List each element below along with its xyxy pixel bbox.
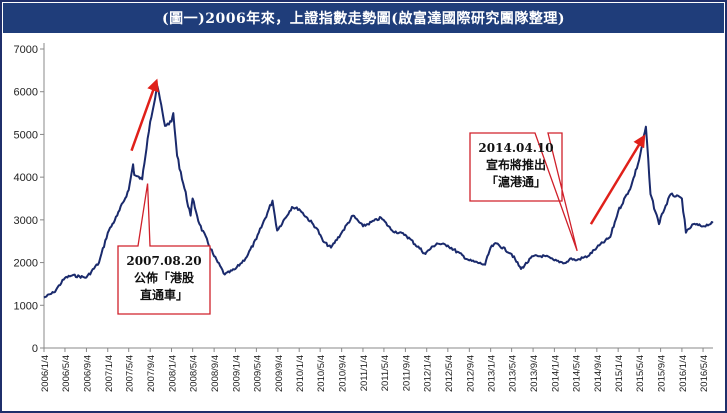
chart-title: (圖一)2006年來，上證指數走勢圖(啟富達國際研究團隊整理) bbox=[3, 3, 724, 33]
x-tick-label: 2006/5/4 bbox=[61, 355, 72, 392]
y-tick-label: 3000 bbox=[14, 215, 38, 227]
y-tick-label: 4000 bbox=[14, 172, 38, 184]
x-tick-label: 2007/9/4 bbox=[146, 355, 157, 392]
y-tick-label: 2000 bbox=[14, 258, 38, 270]
callout-2007-line: 直通車」 bbox=[140, 287, 188, 302]
callout-2014: 2014.04.10 宣布將推出「滬港通」 bbox=[469, 132, 578, 252]
y-tick-label: 7000 bbox=[14, 44, 38, 56]
x-tick-label: 2013/1/4 bbox=[487, 355, 498, 392]
trend-arrow-2015 bbox=[589, 134, 646, 225]
x-tick-label: 2009/9/4 bbox=[274, 355, 285, 392]
x-tick-label: 2016/5/4 bbox=[699, 355, 710, 392]
x-tick-label: 2014/5/4 bbox=[571, 355, 582, 392]
series-line-shanghai-index bbox=[43, 85, 714, 299]
callout-2014-box bbox=[469, 132, 578, 252]
x-tick-label: 2008/1/4 bbox=[168, 355, 179, 392]
y-tick-label: 0 bbox=[32, 343, 38, 355]
callout-2007-box bbox=[117, 183, 211, 315]
callout-2007-line: 公佈「港股 bbox=[134, 270, 195, 285]
x-tick-label: 2016/1/4 bbox=[678, 355, 689, 392]
trend-arrow-2007 bbox=[130, 78, 159, 152]
x-tick-label: 2010/1/4 bbox=[295, 355, 306, 392]
x-tick-label: 2006/1/4 bbox=[40, 355, 51, 392]
series-layer bbox=[43, 85, 714, 299]
x-tick-label: 2010/9/4 bbox=[338, 355, 349, 392]
x-tick-label: 2009/1/4 bbox=[231, 355, 242, 392]
x-tick-label: 2011/1/4 bbox=[359, 355, 370, 391]
x-tick-label: 2014/9/4 bbox=[593, 355, 604, 392]
x-tick-label: 2015/9/4 bbox=[657, 355, 668, 392]
x-tick-label: 2010/5/4 bbox=[316, 355, 327, 392]
x-tick-label: 2007/1/4 bbox=[104, 355, 115, 392]
y-tick-label: 1000 bbox=[14, 300, 38, 312]
x-tick-label: 2006/9/4 bbox=[82, 355, 93, 392]
x-tick-label: 2012/5/4 bbox=[444, 355, 455, 392]
x-tick-label: 2007/5/4 bbox=[125, 355, 136, 392]
x-tick-label: 2012/9/4 bbox=[465, 355, 476, 392]
y-tick-label: 5000 bbox=[14, 129, 38, 141]
callout-2014-line: 2014.04.10 bbox=[478, 141, 553, 155]
x-tick-label: 2012/1/4 bbox=[423, 355, 434, 392]
y-tick-label: 6000 bbox=[14, 87, 38, 99]
x-tick-label: 2014/1/4 bbox=[550, 355, 561, 392]
callout-2014-line: 宣布將推出 bbox=[486, 157, 546, 172]
x-tick-label: 2013/5/4 bbox=[508, 355, 519, 392]
x-tick-label: 2009/5/4 bbox=[252, 355, 263, 392]
x-tick-label: 2011/9/4 bbox=[401, 355, 412, 391]
axes: 0 1000 2000 3000 4000 5000 6000 7000 2006/1/4 200… bbox=[14, 43, 713, 392]
x-tick-label: 2008/9/4 bbox=[210, 355, 221, 392]
x-tick-label: 2015/5/4 bbox=[635, 355, 646, 392]
callout-2014-line: 「滬港通」 bbox=[486, 174, 546, 189]
x-tick-label: 2013/9/4 bbox=[529, 355, 540, 392]
x-tick-label: 2008/5/4 bbox=[189, 355, 200, 392]
x-tick-label: 2011/5/4 bbox=[380, 355, 391, 391]
callout-2007-line: 2007.08.20 bbox=[126, 254, 201, 268]
x-tick-label: 2015/1/4 bbox=[614, 355, 625, 392]
